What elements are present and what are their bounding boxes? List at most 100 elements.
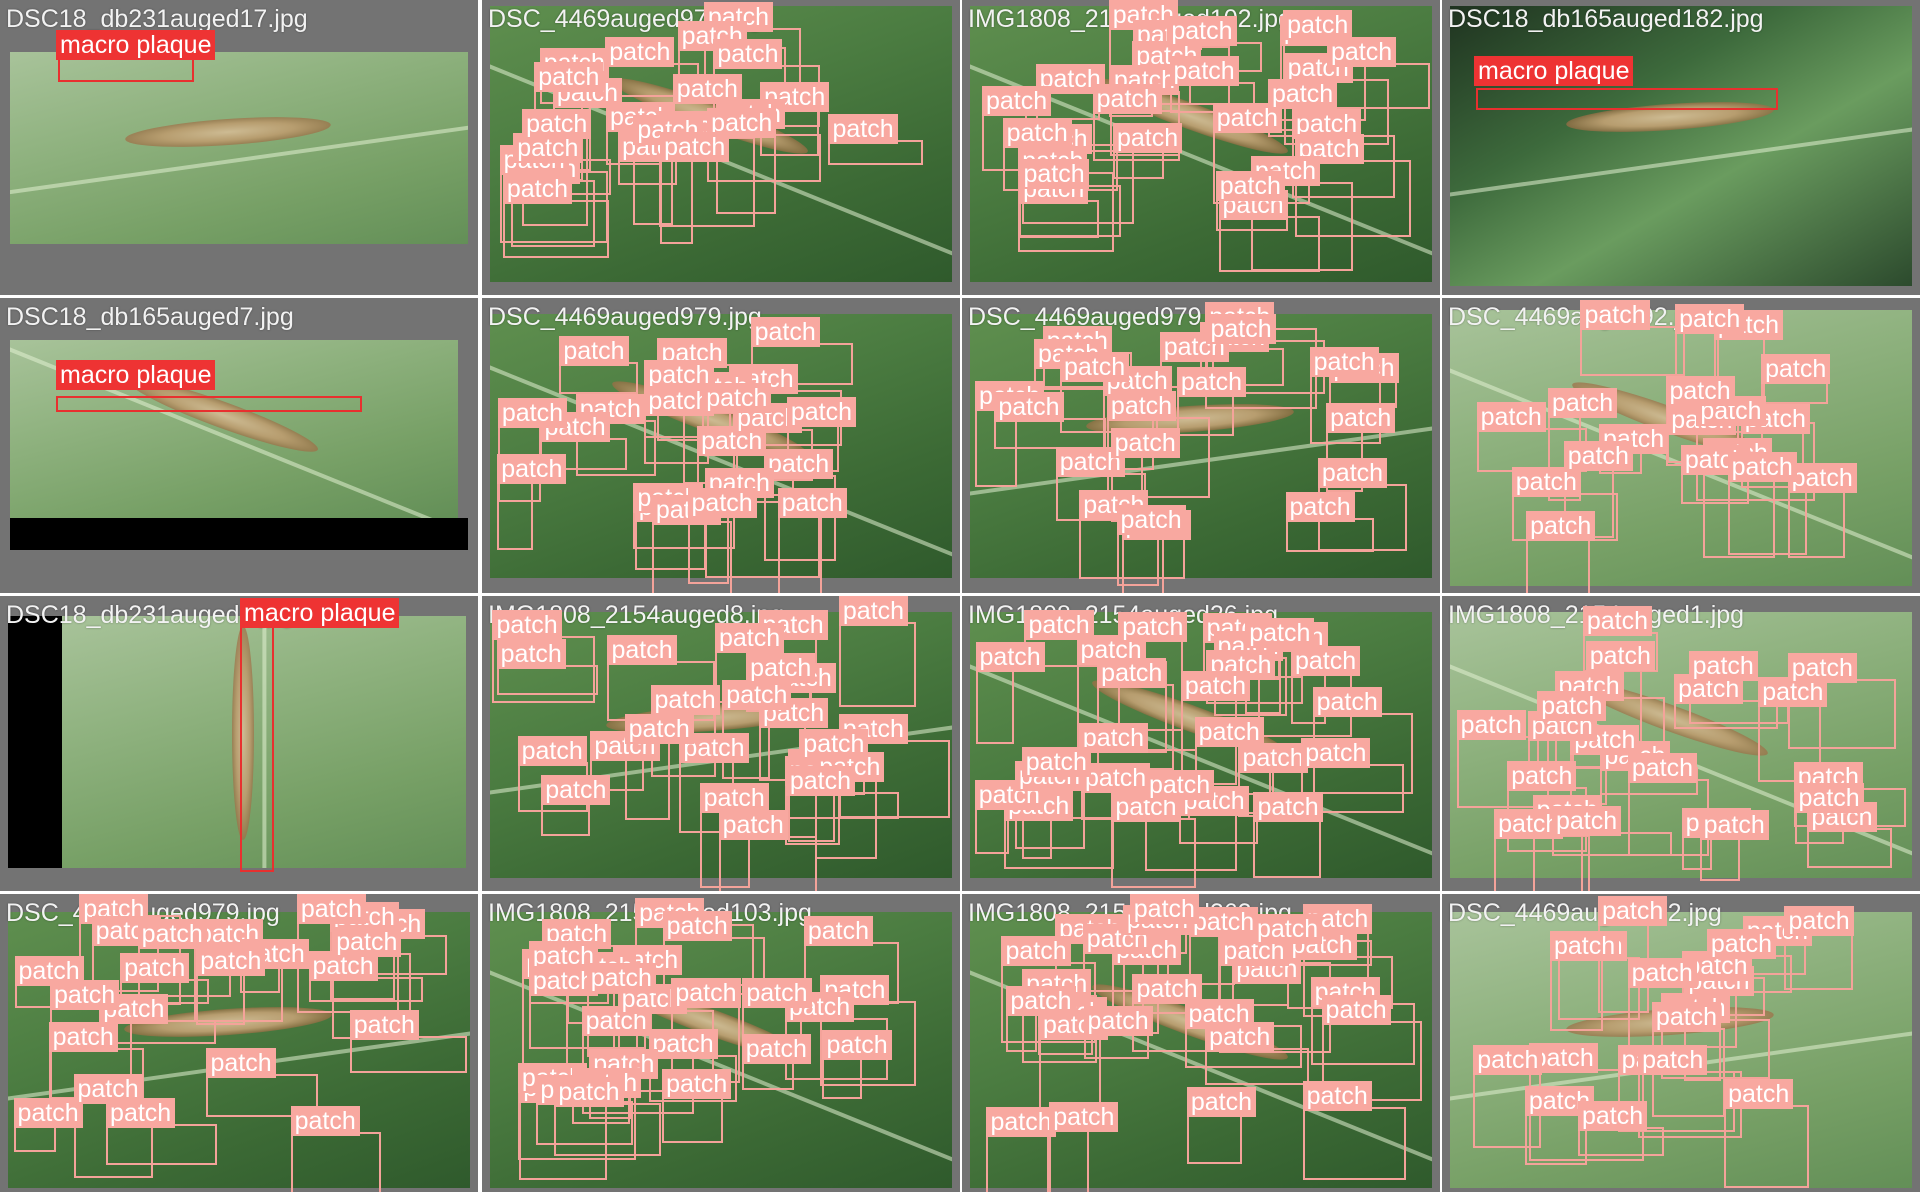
patch-label: patch xyxy=(1706,929,1777,960)
patch-label: patch xyxy=(1205,1022,1275,1053)
patch-label: patch xyxy=(702,382,772,413)
patch-bbox xyxy=(1205,1048,1309,1085)
patch-label: patch xyxy=(1301,738,1371,769)
patch-bbox xyxy=(1675,330,1719,383)
patch-label: patch xyxy=(1024,609,1094,640)
patch-label: patch xyxy=(1002,118,1072,149)
patch-label: patch xyxy=(552,77,623,108)
patch-label: patch xyxy=(975,641,1045,672)
patch-label: patch xyxy=(1215,170,1285,201)
patch-label: patch xyxy=(1312,686,1382,717)
patch-label: patch xyxy=(699,783,769,814)
patch-label: patch xyxy=(522,108,592,139)
patch-label: patch xyxy=(575,394,645,425)
patch-label: patch xyxy=(1189,906,1259,937)
patch-label: patch xyxy=(1526,511,1596,542)
patch-bbox xyxy=(1549,956,1603,1032)
patch-label: patch xyxy=(332,926,402,957)
patch-label: patch xyxy=(1688,651,1758,682)
patch-label: patch xyxy=(554,1076,624,1107)
patch-label: patch xyxy=(677,20,747,51)
patch-label: patch xyxy=(1794,782,1864,813)
mosaic-tile: DSC18_db165auged182.jpg macro plaque xyxy=(1442,0,1920,295)
patch-label: patch xyxy=(981,85,1052,116)
patch-label: patch xyxy=(605,36,675,67)
patch-label: patch xyxy=(497,397,568,428)
patch-label: patch xyxy=(1132,973,1202,1004)
leaf-lesion xyxy=(123,112,332,153)
patch-label: patch xyxy=(1006,985,1076,1016)
macro-plaque-label: macro plaque xyxy=(56,30,216,60)
patch-label: patch xyxy=(1059,351,1130,382)
tile-filename: DSC18_db165auged7.jpg xyxy=(6,303,294,331)
patch-label: patch xyxy=(662,1068,732,1099)
patch-label: patch xyxy=(746,653,816,684)
patch-label: patch xyxy=(1082,924,1152,955)
patch-label: patch xyxy=(1167,16,1237,47)
patch-label: patch xyxy=(1112,122,1183,153)
patch-bbox xyxy=(1526,537,1590,593)
patch-label: patch xyxy=(1238,743,1308,774)
patch-label: patch xyxy=(820,974,890,1005)
patch-bbox xyxy=(349,1036,468,1073)
patch-label: patch xyxy=(1537,690,1607,721)
patch-label: patch xyxy=(1206,314,1276,345)
patch-label: patch xyxy=(1724,1078,1794,1109)
patch-bbox xyxy=(559,361,638,394)
patch-label: patch xyxy=(1253,792,1323,823)
patch-label: patch xyxy=(1321,995,1391,1026)
patch-label: patch xyxy=(528,940,599,971)
patch-label: patch xyxy=(1049,1102,1119,1133)
patch-label: patch xyxy=(1549,930,1620,961)
patch-label: patch xyxy=(1106,391,1177,422)
mosaic-tile: IMG1808_2154auged8.jpg patch patch patch pat… xyxy=(482,596,960,891)
patch-label: patch xyxy=(1582,606,1653,637)
patch-label: patch xyxy=(713,39,783,70)
patch-label: patch xyxy=(1456,710,1526,741)
patch-label: patch xyxy=(671,977,741,1008)
patch-bbox xyxy=(660,158,694,244)
leaf-photo xyxy=(62,616,466,868)
patch-label: patch xyxy=(1494,809,1564,840)
patch-bbox xyxy=(838,622,917,708)
patch-label: patch xyxy=(697,425,767,456)
patch-label: patch xyxy=(1169,56,1239,86)
patch-label: patch xyxy=(1252,914,1323,945)
patch-label: patch xyxy=(196,945,266,976)
patch-label: patch xyxy=(1665,375,1735,406)
patch-label: patch xyxy=(1317,458,1388,489)
patch-bbox xyxy=(290,1132,381,1192)
patch-label: patch xyxy=(786,397,856,428)
patch-bbox xyxy=(822,1056,862,1099)
patch-label: patch xyxy=(1699,809,1769,840)
mosaic-tile: DSC_4469auged979.jpgpatchpatchpatchpatch… xyxy=(0,894,478,1192)
patch-label: patch xyxy=(1761,353,1831,384)
patch-label: patch xyxy=(1627,753,1697,784)
patch-label: patch xyxy=(1473,1044,1543,1075)
patch-label: patch xyxy=(541,775,611,806)
patch-label: patch xyxy=(1585,641,1655,672)
patch-label: patch xyxy=(13,1097,83,1128)
patch-label: patch xyxy=(296,894,367,924)
patch-label: patch xyxy=(722,680,792,711)
macro-plaque-label: macro plaque xyxy=(240,598,400,628)
patch-label: patch xyxy=(1476,402,1546,433)
patch-label: patch xyxy=(1283,9,1353,40)
patch-label: patch xyxy=(517,735,587,766)
patch-label: patch xyxy=(1326,402,1396,433)
patch-label: patch xyxy=(1326,36,1397,67)
patch-label: patch xyxy=(607,634,677,665)
patch-label: patch xyxy=(1118,612,1188,643)
patch-label: patch xyxy=(1563,441,1633,472)
patch-label: patch xyxy=(73,1073,143,1104)
mosaic-tile: DSC_4469auged352.jpg patch patch patch patch… xyxy=(1442,894,1920,1192)
patch-label: patch xyxy=(742,978,812,1009)
patch-label: patch xyxy=(1129,894,1199,924)
patch-bbox xyxy=(1049,1128,1089,1192)
patch-label: patch xyxy=(1787,653,1857,684)
patch-label: patch xyxy=(492,610,562,641)
patch-label: patch xyxy=(137,918,207,949)
patch-bbox xyxy=(975,667,1014,744)
patch-label: patch xyxy=(1081,762,1151,793)
patch-label: patch xyxy=(1651,1002,1722,1033)
